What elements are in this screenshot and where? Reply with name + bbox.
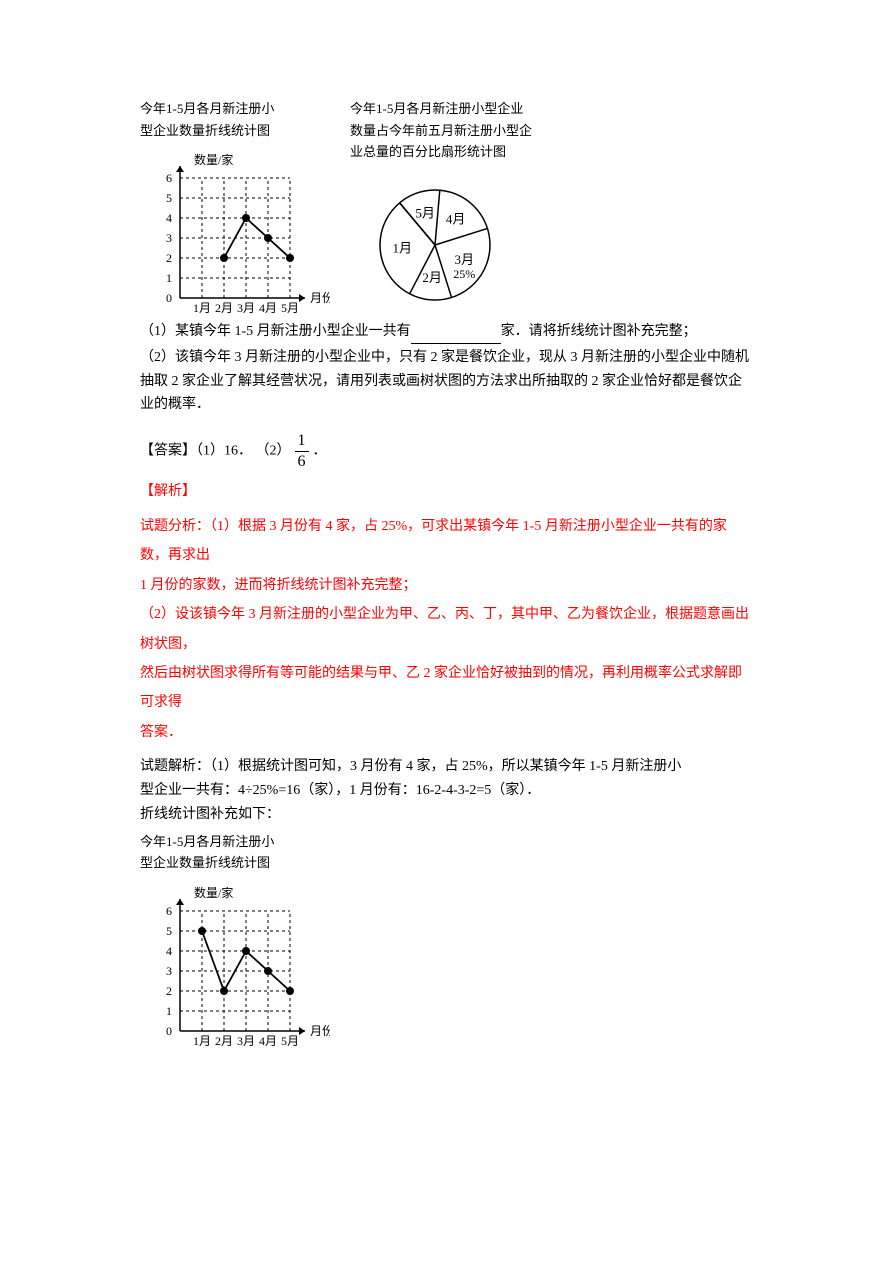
svg-text:3月: 3月 [237, 301, 255, 315]
chart1-title-2: 型企业数量折线统计图 [140, 122, 270, 140]
svg-text:3: 3 [166, 231, 172, 245]
pie-title-3: 业总量的百分比扇形统计图 [350, 143, 506, 161]
chart2-title-1: 今年1-5月各月新注册小 [140, 833, 274, 851]
svg-text:5: 5 [166, 924, 172, 938]
question-1: （1）某镇今年 1-5 月新注册小型企业一共有 家．请将折线统计图补充完整； [140, 320, 752, 344]
line-chart-1: 今年1-5月各月新注册小 型企业数量折线统计图 0 1 2 3 4 5 6 1月 2月 3月 4月 5… [140, 100, 330, 318]
answer-label: 【答案】 [140, 444, 196, 459]
svg-text:4月: 4月 [259, 1034, 277, 1048]
fraction: 16 [295, 433, 309, 470]
svg-text:2月: 2月 [422, 270, 442, 285]
q1-text: （1）某镇今年 1-5 月新注册小型企业一共有 [140, 324, 411, 339]
solution-line-3: 折线统计图补充如下： [140, 803, 752, 827]
answer-2-suffix: ． [313, 444, 327, 459]
svg-text:3月: 3月 [237, 1034, 255, 1048]
chart1-svg: 0 1 2 3 4 5 6 1月 2月 3月 4月 5月 数量/家月份 [140, 143, 330, 318]
analysis-line-3: 答案． [140, 718, 752, 747]
svg-text:3月: 3月 [455, 252, 475, 267]
svg-text:月份: 月份 [310, 1024, 330, 1038]
svg-text:4: 4 [166, 211, 172, 225]
analysis-line-1: （2）设该镇今年 3 月新注册的小型企业为甲、乙、丙、丁，其中甲、乙为餐饮企业，… [140, 600, 752, 659]
solution-line-2: 型企业一共有：4÷25%=16（家），1 月份有：16-2-4-3-2=5（家）… [140, 779, 752, 803]
svg-text:5月: 5月 [281, 1034, 299, 1048]
analysis-title: 【解析】 [140, 480, 752, 504]
pie-svg: 1月 2月 3月25% 4月 5月 [350, 165, 540, 315]
solution-body: 试题解析：（1）根据统计图可知，3 月份有 4 家，占 25%，所以某镇今年 1… [140, 755, 752, 826]
svg-text:4: 4 [166, 944, 172, 958]
blank-underline [411, 343, 501, 344]
answer-2-prefix: （2） [256, 444, 291, 459]
line-chart-2: 今年1-5月各月新注册小 型企业数量折线统计图 0 1 2 3 4 5 6 1月 2月 3月 4月 5… [140, 833, 752, 1051]
svg-text:2月: 2月 [215, 301, 233, 315]
svg-text:4月: 4月 [259, 301, 277, 315]
svg-text:月份: 月份 [310, 291, 330, 305]
pie-title-1: 今年1-5月各月新注册小型企业 [350, 100, 523, 118]
svg-text:6: 6 [166, 904, 172, 918]
chart2-svg: 0 1 2 3 4 5 6 1月 2月 3月 4月 5月 数量/家月份 [140, 876, 330, 1051]
svg-text:5: 5 [166, 191, 172, 205]
answer-line: 【答案】（1）16． （2） 16 ． [140, 433, 752, 470]
frac-num: 1 [295, 433, 309, 451]
svg-text:25%: 25% [453, 267, 475, 281]
pie-chart: 今年1-5月各月新注册小型企业 数量占今年前五月新注册小型企 业总量的百分比扇形… [350, 100, 540, 315]
question-2: （2）该镇今年 3 月新注册的小型企业中，只有 2 家是餐饮企业，现从 3 月新… [140, 346, 752, 417]
svg-text:6: 6 [166, 171, 172, 185]
svg-text:4月: 4月 [446, 211, 466, 226]
analysis-line-0: 试题分析：（1）根据 3 月份有 4 家，占 25%，可求出某镇今年 1-5 月… [140, 512, 752, 571]
pie-title-2: 数量占今年前五月新注册小型企 [350, 122, 532, 140]
svg-text:5月: 5月 [281, 301, 299, 315]
svg-text:5月: 5月 [415, 205, 435, 220]
answer-1: （1）16． [196, 444, 252, 459]
svg-text:2: 2 [166, 984, 172, 998]
svg-text:1月: 1月 [193, 301, 211, 315]
svg-text:2月: 2月 [215, 1034, 233, 1048]
solution-line-1: 试题解析：（1）根据统计图可知，3 月份有 4 家，占 25%，所以某镇今年 1… [140, 755, 752, 779]
analysis-line-2: 然后由树状图求得所有等可能的结果与甲、乙 2 家企业恰好被抽到的情况，再利用概率… [140, 659, 752, 718]
svg-text:1: 1 [166, 1004, 172, 1018]
svg-text:0: 0 [166, 291, 172, 305]
svg-text:1月: 1月 [193, 1034, 211, 1048]
analysis-line-0b: 1 月份的家数，进而将折线统计图补充完整； [140, 571, 752, 600]
figure-row: 今年1-5月各月新注册小 型企业数量折线统计图 0 1 2 3 4 5 6 1月 2月 3月 4月 5… [140, 100, 752, 318]
svg-text:数量/家: 数量/家 [194, 885, 233, 900]
svg-text:1月: 1月 [392, 240, 412, 255]
q1-tail: 家．请将折线统计图补充完整； [501, 324, 697, 339]
svg-text:3: 3 [166, 964, 172, 978]
analysis-body: 试题分析：（1）根据 3 月份有 4 家，占 25%，可求出某镇今年 1-5 月… [140, 512, 752, 747]
frac-den: 6 [295, 451, 309, 470]
chart2-title-2: 型企业数量折线统计图 [140, 854, 270, 872]
svg-text:2: 2 [166, 251, 172, 265]
chart1-title-1: 今年1-5月各月新注册小 [140, 100, 274, 118]
svg-text:1: 1 [166, 271, 172, 285]
svg-text:数量/家: 数量/家 [194, 152, 233, 167]
svg-text:0: 0 [166, 1024, 172, 1038]
